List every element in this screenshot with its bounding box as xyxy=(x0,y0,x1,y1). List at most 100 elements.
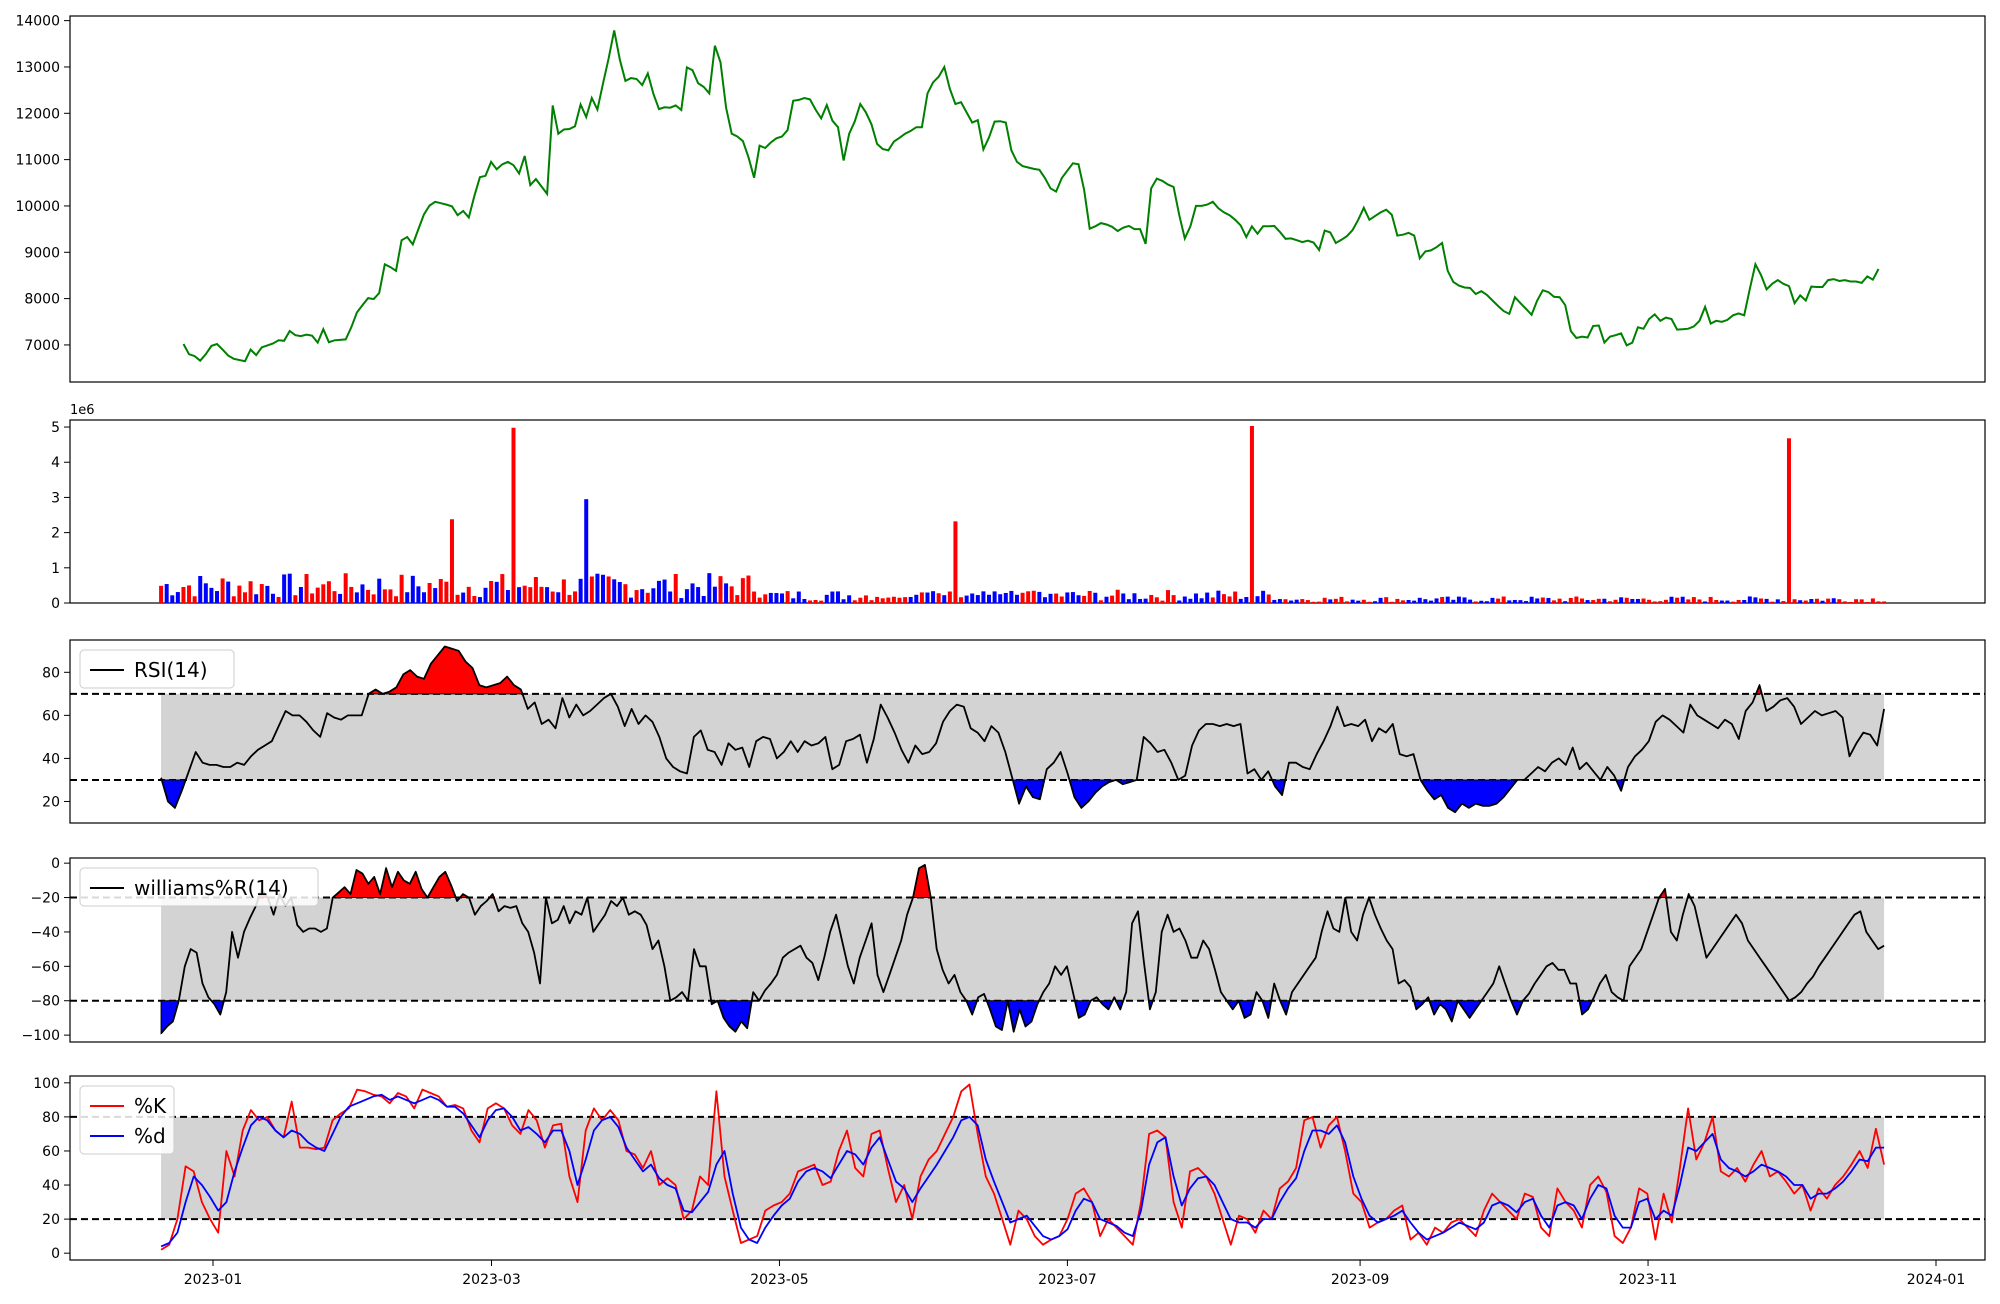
volume-bar xyxy=(1154,597,1159,603)
volume-bar xyxy=(1854,599,1859,603)
volume-bar xyxy=(1233,591,1238,603)
volume-bar xyxy=(1322,597,1327,603)
volume-bar xyxy=(875,596,880,603)
volume-bar xyxy=(1663,599,1668,603)
volume-bar xyxy=(561,579,566,603)
volume-bar xyxy=(1803,600,1808,603)
volume-bar xyxy=(740,578,745,603)
volume-bar xyxy=(802,598,807,603)
volume-bar xyxy=(511,427,516,603)
y-tick-label: −80 xyxy=(30,994,60,1010)
volume-bar xyxy=(1093,592,1098,603)
volume-bar xyxy=(1104,596,1109,603)
volume-bar xyxy=(1624,597,1629,603)
volume-bar xyxy=(192,596,197,603)
volume-bar xyxy=(953,521,958,603)
y-tick-label: 0 xyxy=(51,1246,60,1262)
volume-bar xyxy=(1054,593,1059,603)
volume-bar xyxy=(1529,596,1534,603)
volume-bar xyxy=(891,596,896,603)
volume-bar xyxy=(1490,597,1495,603)
volume-bar xyxy=(237,585,242,603)
legend-box xyxy=(79,649,235,689)
volume-bar xyxy=(399,574,404,603)
volume-bar xyxy=(690,583,695,603)
volume-bar xyxy=(1300,599,1305,603)
y-tick-label: 14000 xyxy=(15,14,60,30)
volume-bar xyxy=(1669,596,1674,603)
volume-bar xyxy=(1177,600,1182,603)
legend-label: williams%R(14) xyxy=(134,876,289,900)
volume-bar xyxy=(1417,597,1422,603)
volume-bar xyxy=(405,592,410,603)
volume-bar xyxy=(1199,598,1204,603)
y-tick-label: 7000 xyxy=(24,338,60,354)
volume-bar xyxy=(1602,598,1607,603)
legend-box xyxy=(79,867,319,907)
y-tick-label: 80 xyxy=(42,1110,60,1126)
volume-bar xyxy=(1115,589,1120,603)
volume-bar xyxy=(1456,596,1461,603)
volume-bar xyxy=(1842,601,1847,603)
volume-bar xyxy=(718,576,723,603)
volume-bar xyxy=(1619,597,1624,603)
volume-bar xyxy=(1272,599,1277,603)
volume-bar xyxy=(1826,598,1831,603)
volume-bar xyxy=(1182,596,1187,603)
volume-bar xyxy=(259,584,264,603)
volume-bar xyxy=(970,593,975,603)
volume-bar xyxy=(830,591,835,603)
volume-bar xyxy=(1484,601,1489,603)
volume-bar xyxy=(1070,592,1075,603)
volume-bar xyxy=(517,587,522,603)
volume-bar xyxy=(628,597,633,603)
volume-bar xyxy=(735,595,740,603)
volume-bar xyxy=(1110,595,1115,603)
volume-bar xyxy=(1535,598,1540,603)
volume-bar xyxy=(1311,601,1316,603)
x-tick-label: 2023-09 xyxy=(1331,1272,1390,1288)
volume-bar xyxy=(1037,591,1042,603)
volume-bar xyxy=(1809,599,1814,603)
volume-bar xyxy=(712,586,717,603)
volume-bar xyxy=(919,592,924,603)
volume-bar xyxy=(1098,600,1103,603)
volume-bar xyxy=(187,585,192,603)
legend-5: %K %d xyxy=(79,1085,175,1155)
volume-bar xyxy=(287,573,292,603)
volume-bar xyxy=(282,574,287,603)
y-tick-label: 13000 xyxy=(15,60,60,76)
volume-bar xyxy=(914,594,919,603)
volume-bar xyxy=(1451,599,1456,603)
volume-bar xyxy=(1708,596,1713,603)
volume-bar xyxy=(684,589,689,603)
volume-bar xyxy=(1507,600,1512,603)
volume-bar xyxy=(880,598,885,603)
band-fill xyxy=(161,1116,1885,1220)
volume-bar xyxy=(321,584,326,603)
panel-frame-2 xyxy=(69,419,1986,604)
volume-bar xyxy=(1026,591,1031,603)
volume-bar xyxy=(1440,596,1445,603)
volume-bar xyxy=(1753,597,1758,603)
volume-bar xyxy=(466,586,471,603)
y-tick-label: 20 xyxy=(42,794,60,810)
y-tick-label: 100 xyxy=(33,1076,60,1092)
y-tick-label: 10000 xyxy=(15,199,60,215)
volume-bar xyxy=(1591,600,1596,603)
volume-bar xyxy=(461,592,466,603)
volume-bar xyxy=(1367,601,1372,603)
volume-offset-label: 1e6 xyxy=(70,403,95,418)
volume-bar xyxy=(1249,425,1254,603)
volume-bar xyxy=(1697,599,1702,603)
volume-bar xyxy=(1261,590,1266,603)
volume-bar xyxy=(438,579,443,603)
y-tick-label: 3 xyxy=(51,490,60,506)
volume-bar xyxy=(1395,598,1400,603)
volume-bar xyxy=(668,591,673,603)
volume-bar xyxy=(824,594,829,603)
volume-bar xyxy=(589,576,594,603)
volume-bar xyxy=(662,579,667,603)
volume-bar xyxy=(634,590,639,603)
volume-bar xyxy=(617,582,622,603)
